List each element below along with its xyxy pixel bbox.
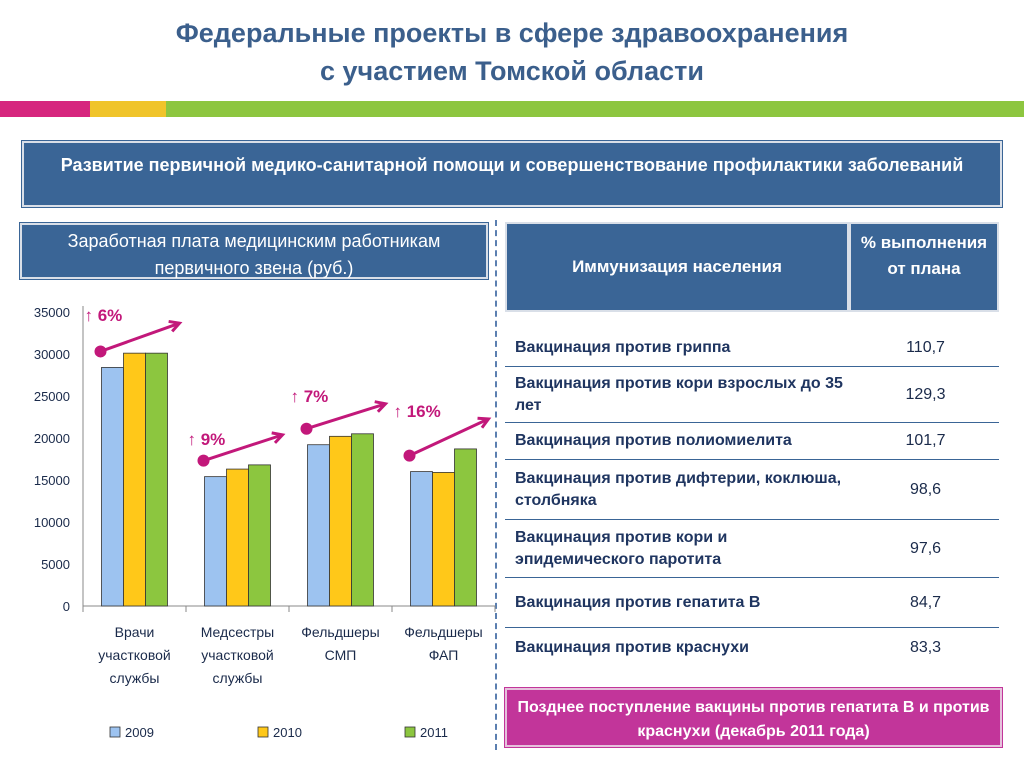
y-tick-label: 0 bbox=[63, 599, 70, 614]
stripe-green bbox=[166, 101, 1024, 117]
immunization-name: Вакцинация против дифтерии, коклюша, сто… bbox=[515, 469, 842, 509]
immunization-name: Вакцинация против полиомиелита bbox=[515, 432, 792, 449]
x-category-label: службы bbox=[213, 670, 263, 686]
stripe-yellow bbox=[90, 101, 166, 117]
immunization-value: 97,6 bbox=[909, 539, 942, 557]
immunization-name: Вакцинация против кори и эпидемического … bbox=[515, 528, 728, 568]
growth-arrow-head bbox=[374, 400, 389, 413]
immunization-name: Вакцинация против гепатита В bbox=[515, 593, 761, 611]
immunization-row: Вакцинация против гепатита В 84,7 bbox=[505, 578, 999, 628]
late-vaccine-note: Позднее поступление вакцины против гепат… bbox=[504, 687, 1003, 748]
immunization-value: 84,7 bbox=[909, 593, 942, 611]
immunization-row: Вакцинация против гриппа 110,7 bbox=[505, 330, 999, 367]
growth-arrow bbox=[203, 433, 283, 463]
y-tick-label: 30000 bbox=[34, 347, 70, 362]
x-category-label: участковой bbox=[201, 647, 273, 663]
bar bbox=[351, 433, 374, 607]
immunization-value: 110,7 bbox=[906, 339, 945, 356]
bar bbox=[307, 444, 330, 607]
growth-label: ↑ 9% bbox=[188, 430, 226, 449]
growth-arrow bbox=[408, 417, 490, 457]
legend-label: 2011 bbox=[420, 725, 448, 740]
legend-swatch bbox=[404, 726, 416, 738]
column-divider bbox=[495, 220, 497, 750]
y-tick-label: 5000 bbox=[41, 557, 70, 572]
salary-header: Заработная плата медицинским работникам … bbox=[19, 222, 489, 280]
bar bbox=[432, 472, 455, 607]
legend-label: 2009 bbox=[125, 725, 154, 740]
legend-swatch bbox=[109, 726, 121, 738]
section-banner: Развитие первичной медико-санитарной пом… bbox=[21, 140, 1003, 208]
x-category-label: участковой bbox=[98, 647, 170, 663]
bar bbox=[248, 464, 271, 607]
x-category-label: СМП bbox=[325, 647, 357, 663]
immunization-row: Вакцинация против дифтерии, коклюша, сто… bbox=[505, 460, 999, 520]
y-tick-label: 10000 bbox=[34, 515, 70, 530]
page-title: Федеральные проекты в сфере здравоохране… bbox=[0, 14, 1024, 90]
x-category-label: ФАП bbox=[429, 647, 459, 663]
y-tick-label: 20000 bbox=[34, 431, 70, 446]
immunization-row: Вакцинация против кори взрослых до 35 ле… bbox=[505, 367, 999, 423]
immunization-row: Вакцинация против полиомиелита 101,7 bbox=[505, 423, 999, 460]
y-tick-label: 15000 bbox=[34, 473, 70, 488]
bar bbox=[454, 448, 477, 607]
immunization-header-name: Иммунизация населения bbox=[505, 222, 849, 312]
bar bbox=[123, 352, 146, 607]
x-category-label: Фельдшеры bbox=[404, 624, 482, 640]
immunization-name: Вакцинация против краснухи bbox=[515, 639, 749, 656]
x-category-label: Медсестры bbox=[201, 624, 275, 640]
immunization-value: 98,6 bbox=[909, 480, 942, 498]
stripe-pink bbox=[0, 101, 90, 117]
x-category-label: службы bbox=[110, 670, 160, 686]
bar bbox=[101, 367, 124, 607]
growth-arrow-head bbox=[271, 431, 286, 444]
bar bbox=[145, 352, 168, 607]
bar bbox=[226, 468, 249, 607]
immunization-row: Вакцинация против кори и эпидемического … bbox=[505, 520, 999, 578]
bar bbox=[204, 476, 227, 607]
title-line-1: Федеральные проекты в сфере здравоохране… bbox=[175, 18, 849, 48]
y-tick-label: 25000 bbox=[34, 389, 70, 404]
growth-label: ↑ 7% bbox=[291, 387, 329, 406]
x-category-label: Фельдшеры bbox=[301, 624, 379, 640]
bar bbox=[410, 471, 433, 607]
bar bbox=[329, 435, 352, 607]
growth-arrow bbox=[99, 321, 181, 353]
growth-label: ↑ 6% bbox=[85, 306, 123, 325]
immunization-value: 83,3 bbox=[909, 639, 942, 656]
immunization-name: Вакцинация против кори взрослых до 35 ле… bbox=[515, 374, 843, 414]
growth-label: ↑ 16% bbox=[394, 402, 441, 421]
title-line-2: с участием Томской области bbox=[319, 56, 704, 86]
immunization-header-percent: % выполнения от плана bbox=[849, 222, 999, 312]
immunization-value: 129,3 bbox=[905, 385, 946, 403]
legend-label: 2010 bbox=[273, 725, 302, 740]
x-category-label: Врачи bbox=[115, 624, 155, 640]
immunization-header: Иммунизация населения % выполнения от пл… bbox=[505, 222, 999, 312]
growth-arrow-head bbox=[477, 416, 492, 429]
y-tick-label: 35000 bbox=[34, 305, 70, 320]
growth-arrow-head bbox=[168, 319, 183, 333]
immunization-name: Вакцинация против гриппа bbox=[515, 339, 731, 356]
growth-arrow bbox=[306, 402, 386, 431]
immunization-value: 101,7 bbox=[905, 432, 946, 449]
immunization-row: Вакцинация против краснухи 83,3 bbox=[505, 628, 999, 668]
legend-swatch bbox=[257, 726, 269, 738]
